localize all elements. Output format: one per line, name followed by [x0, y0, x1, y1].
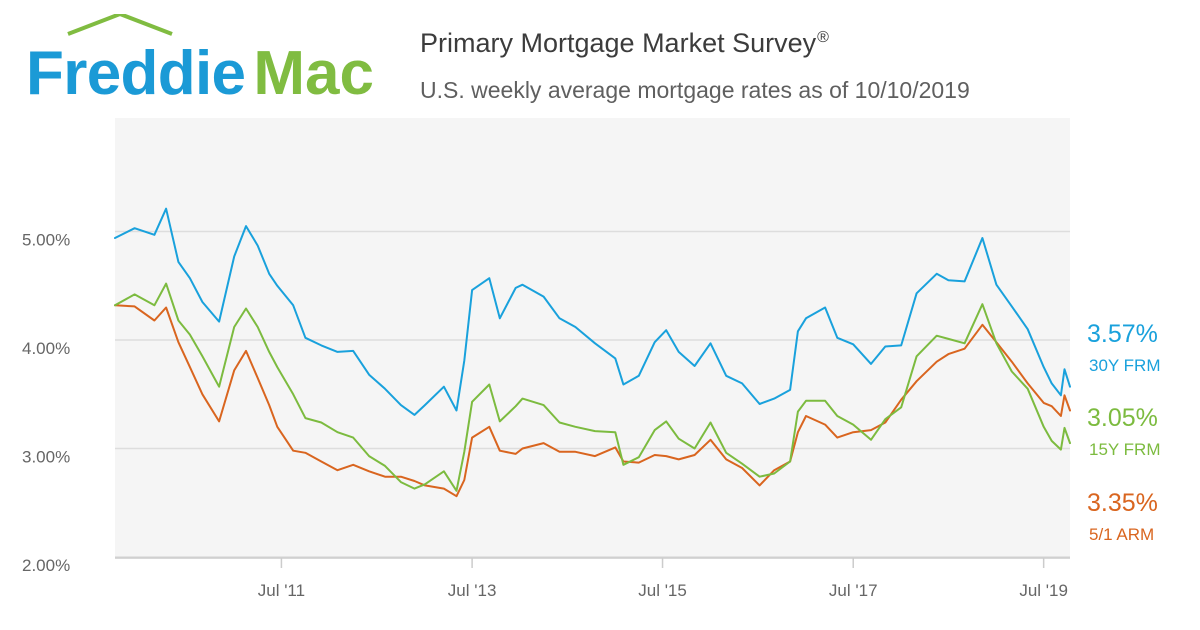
chart-subtitle: U.S. weekly average mortgage rates as of… — [420, 77, 970, 103]
x-tick-label: Jul '19 — [1019, 581, 1068, 600]
registered-mark: ® — [817, 29, 829, 46]
x-tick-label: Jul '17 — [829, 581, 878, 600]
logo-roof-icon — [67, 14, 173, 36]
x-tick-label: Jul '11 — [258, 581, 305, 600]
legend-arm-name: 5/1 ARM — [1089, 525, 1155, 544]
legend-30y-value: 3.57% — [1087, 320, 1158, 348]
chart-title: Primary Mortgage Market Survey® — [420, 28, 829, 59]
legend-30y-name: 30Y FRM — [1089, 356, 1161, 375]
logo-wordmark: Freddie Mac — [26, 39, 374, 104]
series-line-30y-frm — [114, 207, 1071, 416]
legend-15y-name: 15Y FRM — [1089, 440, 1161, 459]
series-line-15y-frm — [114, 282, 1071, 492]
plot-area — [115, 118, 1070, 558]
series-line-5-1-arm — [114, 304, 1071, 498]
y-tick-label: 3.00% — [22, 448, 70, 467]
y-tick-label: 4.00% — [22, 339, 70, 358]
y-tick-label: 2.00% — [22, 556, 70, 575]
x-tick-label: Jul '15 — [638, 581, 687, 600]
legend-15y-value: 3.05% — [1087, 404, 1158, 432]
chart-title-text: Primary Mortgage Market Survey — [420, 28, 817, 58]
freddie-mac-logo: Freddie Mac — [26, 14, 382, 104]
y-tick-label: 5.00% — [22, 231, 70, 250]
legend-arm-value: 3.35% — [1087, 489, 1158, 517]
x-tick-label: Jul '13 — [448, 581, 497, 600]
